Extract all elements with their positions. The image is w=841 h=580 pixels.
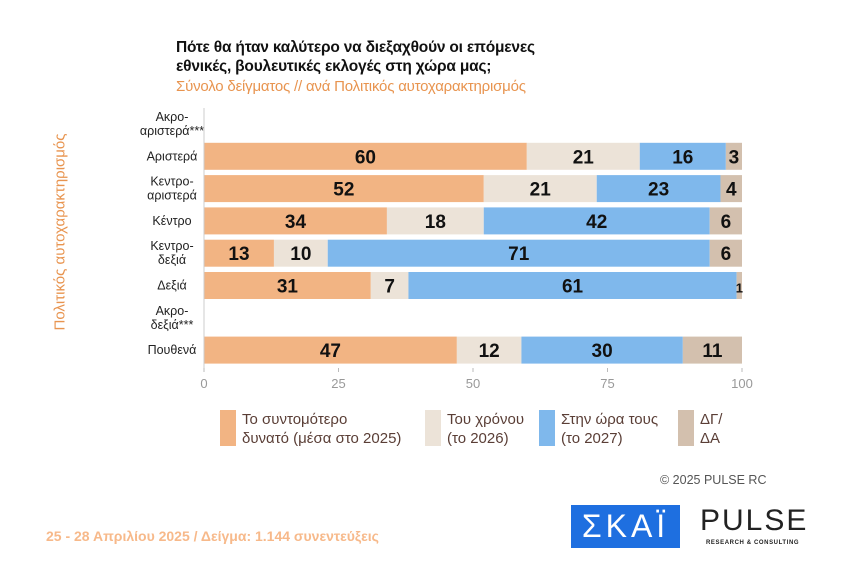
legend-swatch — [425, 410, 441, 446]
data-label: 3 — [729, 147, 740, 168]
pulse-logo-subtitle: RESEARCH & CONSULTING — [706, 540, 800, 546]
bar-segment — [725, 142, 742, 170]
data-label: 12 — [479, 341, 500, 362]
bar-segment — [204, 175, 484, 203]
legend-item: ΔΓ/ΔΑ — [678, 410, 722, 448]
x-tick-label: 75 — [600, 376, 614, 391]
skai-logo: ΣΚΑΪ — [571, 505, 680, 548]
data-label: 47 — [320, 341, 341, 362]
data-label: 34 — [285, 212, 307, 233]
legend-swatch — [678, 410, 694, 446]
data-label: 21 — [573, 147, 595, 168]
chart-subtitle: Σύνολο δείγματος // ανά Πολιτικός αυτοχα… — [176, 78, 526, 95]
copyright: © 2025 PULSE RC — [660, 473, 767, 487]
bar-segment — [204, 272, 371, 299]
bar-segment — [709, 239, 742, 267]
data-label: 10 — [290, 244, 311, 265]
bar-segment — [682, 336, 742, 364]
bar-segment — [327, 239, 710, 267]
bar-segment — [736, 272, 742, 299]
legend-item: Το συντομότερο δυνατό (μέσα στο 2025) — [220, 410, 401, 448]
data-label: 30 — [592, 341, 613, 362]
data-label: 42 — [586, 212, 607, 233]
bar-segment — [204, 336, 457, 364]
data-label: 31 — [277, 277, 299, 298]
data-label: 18 — [425, 212, 446, 233]
legend-label: ΔΓ/ΔΑ — [700, 411, 723, 447]
legend-swatch — [220, 410, 236, 446]
bar-segment — [408, 272, 737, 299]
bar-segment — [386, 207, 484, 235]
bar-segment — [204, 142, 527, 170]
bar-segment — [596, 175, 721, 203]
data-label: 21 — [530, 180, 552, 201]
data-label: 61 — [562, 277, 584, 298]
bar-segment — [639, 142, 726, 170]
category-label: Κεντρο-δεξιά — [150, 239, 193, 267]
category-label: Ακρο-αριστερά*** — [140, 110, 204, 138]
data-label: 13 — [228, 244, 249, 265]
data-label: 11 — [702, 341, 723, 362]
bar-chart: Ακρο-αριστερά***Αριστερά 60 21 16 3Κεντρο-αρ… — [140, 108, 753, 391]
bar-segment — [720, 175, 742, 203]
data-label: 1 — [736, 281, 743, 296]
category-label: Κεντρο-αριστερά — [147, 175, 197, 203]
category-label: Κέντρο — [152, 214, 191, 228]
pulse-logo: PULSE — [700, 504, 809, 537]
legend-label: Το συντομότερο δυνατό (μέσα στο 2025) — [242, 411, 402, 447]
data-label: 71 — [508, 244, 530, 265]
x-tick-label: 50 — [466, 376, 480, 391]
bar-segment — [456, 336, 522, 364]
bar-segment — [370, 272, 409, 299]
chart-title: Πότε θα ήταν καλύτερο να διεξαχθούν οι ε… — [176, 39, 535, 75]
bar-segment — [483, 175, 597, 203]
category-label: Πουθενά — [148, 343, 197, 357]
x-tick-label: 25 — [331, 376, 345, 391]
legend-label: Του χρόνου (το 2026) — [447, 411, 525, 447]
bar-segment — [204, 207, 387, 235]
data-label: 23 — [648, 180, 669, 201]
legend-swatch — [539, 410, 555, 446]
bar-segment — [526, 142, 640, 170]
bar-segment — [709, 207, 742, 235]
bar-segment — [273, 239, 328, 267]
x-tick-label: 100 — [731, 376, 753, 391]
x-tick-label: 0 — [200, 376, 207, 391]
category-label: Δεξιά — [157, 279, 187, 293]
legend-label: Στην ώρα τους (το 2027) — [561, 411, 659, 447]
data-label: 52 — [333, 180, 354, 201]
data-label: 16 — [672, 147, 693, 168]
data-label: 4 — [726, 180, 737, 201]
data-label: 60 — [355, 147, 376, 168]
legend-item: Του χρόνου (το 2026) — [425, 410, 524, 448]
data-label: 6 — [721, 212, 732, 233]
category-label: Ακρο-δεξιά*** — [151, 304, 194, 332]
bar-segment — [521, 336, 683, 364]
category-label: Αριστερά — [147, 149, 198, 163]
bar-segment — [483, 207, 710, 235]
legend-item: Στην ώρα τους (το 2027) — [539, 410, 658, 448]
bar-segment — [204, 239, 274, 267]
data-label: 7 — [384, 277, 395, 298]
data-label: 6 — [721, 244, 732, 265]
footer-note: 25 - 28 Απριλίου 2025 / Δείγμα: 1.144 συ… — [46, 528, 379, 544]
